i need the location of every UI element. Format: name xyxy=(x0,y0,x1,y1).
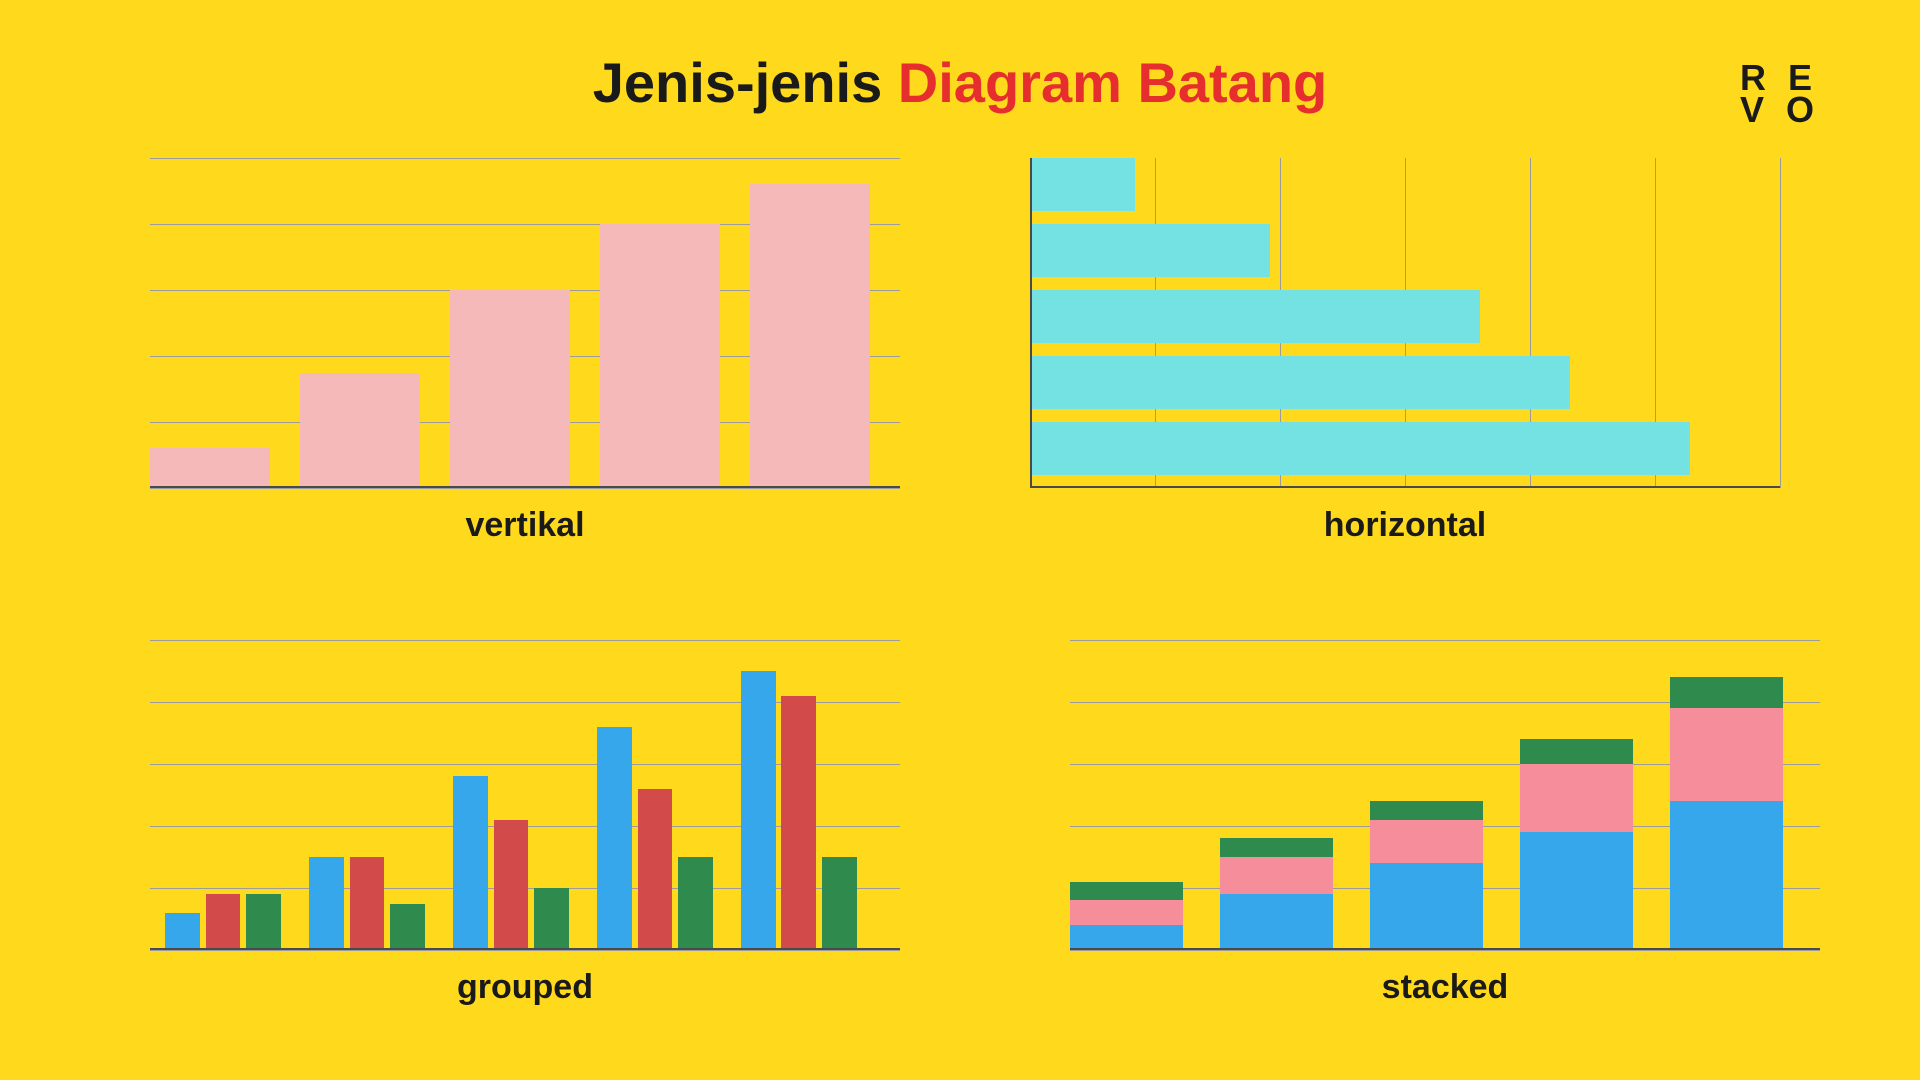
bar xyxy=(638,789,673,950)
bar xyxy=(150,448,270,488)
bar xyxy=(600,224,720,488)
caption-stacked: stacked xyxy=(1070,968,1820,1007)
page-title-prefix: Jenis-jenis xyxy=(593,51,898,114)
bar xyxy=(350,857,385,950)
caption-grouped: grouped xyxy=(150,968,900,1007)
panel-stacked: stacked xyxy=(1070,640,1820,1007)
brand-logo: R E V O xyxy=(1740,62,1820,127)
stacked-column xyxy=(1520,739,1633,950)
panel-horizontal: horizontal xyxy=(1030,158,1780,545)
bar xyxy=(597,727,632,950)
bar xyxy=(1030,422,1690,475)
gridline xyxy=(150,950,900,951)
bar xyxy=(1030,290,1480,343)
stack-segment xyxy=(1670,677,1783,708)
stack-segment xyxy=(1520,764,1633,832)
brand-logo-line2: V O xyxy=(1740,94,1820,126)
baseline xyxy=(150,948,900,950)
stack-segment xyxy=(1220,838,1333,857)
baseline-bottom xyxy=(1030,486,1780,488)
bar xyxy=(300,373,420,489)
bar xyxy=(246,894,281,950)
caption-horizontal: horizontal xyxy=(1030,506,1780,545)
bar xyxy=(822,857,857,950)
stack-segment xyxy=(1520,832,1633,950)
gridline xyxy=(150,640,900,641)
stack-segment xyxy=(1520,739,1633,764)
bar xyxy=(1030,158,1135,211)
stack-segment xyxy=(1670,801,1783,950)
bar xyxy=(781,696,816,950)
bar xyxy=(206,894,241,950)
stack-segment xyxy=(1670,708,1783,801)
stacked-column xyxy=(1220,838,1333,950)
caption-vertical: vertikal xyxy=(150,506,900,545)
gridline xyxy=(150,158,900,159)
chart-area-grouped xyxy=(150,640,900,950)
chart-area-horizontal xyxy=(1030,158,1780,488)
bar xyxy=(1030,356,1570,409)
chart-area-vertical xyxy=(150,158,900,488)
bar xyxy=(453,776,488,950)
gridline xyxy=(150,488,900,489)
bar xyxy=(534,888,569,950)
stack-segment xyxy=(1370,820,1483,863)
gridline xyxy=(1070,950,1820,951)
panel-vertical: vertikal xyxy=(150,158,900,545)
stack-segment xyxy=(1070,925,1183,950)
gridline xyxy=(1070,640,1820,641)
baseline xyxy=(1030,158,1032,488)
chart-area-stacked xyxy=(1070,640,1820,950)
stacked-column xyxy=(1370,801,1483,950)
bar xyxy=(309,857,344,950)
gridline xyxy=(1780,158,1781,488)
baseline xyxy=(150,486,900,488)
stack-segment xyxy=(1070,882,1183,901)
stack-segment xyxy=(1370,801,1483,820)
stack-segment xyxy=(1070,900,1183,925)
bar xyxy=(750,184,870,488)
page-title-suffix: Diagram Batang xyxy=(898,51,1327,114)
stacked-column xyxy=(1070,882,1183,950)
bar xyxy=(678,857,713,950)
bar xyxy=(494,820,529,950)
bar xyxy=(450,290,570,488)
panel-grouped: grouped xyxy=(150,640,900,1007)
stack-segment xyxy=(1370,863,1483,950)
bar xyxy=(390,904,425,951)
page-title-wrap: Jenis-jenis Diagram Batang xyxy=(0,50,1920,115)
baseline xyxy=(1070,948,1820,950)
stack-segment xyxy=(1220,894,1333,950)
bar xyxy=(1030,224,1270,277)
bar xyxy=(741,671,776,950)
stack-segment xyxy=(1220,857,1333,894)
stacked-column xyxy=(1670,677,1783,950)
bar xyxy=(165,913,200,950)
